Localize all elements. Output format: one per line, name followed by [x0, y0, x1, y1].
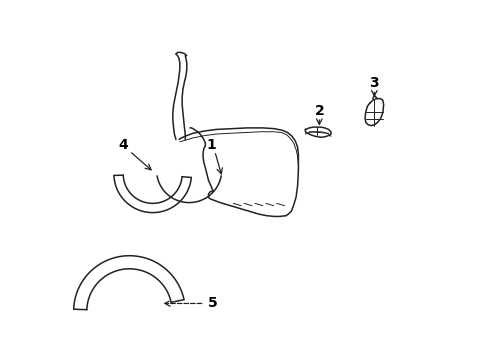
Text: 3: 3 [369, 76, 379, 90]
Text: 2: 2 [315, 104, 324, 118]
Text: 4: 4 [119, 138, 128, 152]
Text: 1: 1 [206, 138, 216, 152]
Text: 5: 5 [208, 296, 218, 310]
